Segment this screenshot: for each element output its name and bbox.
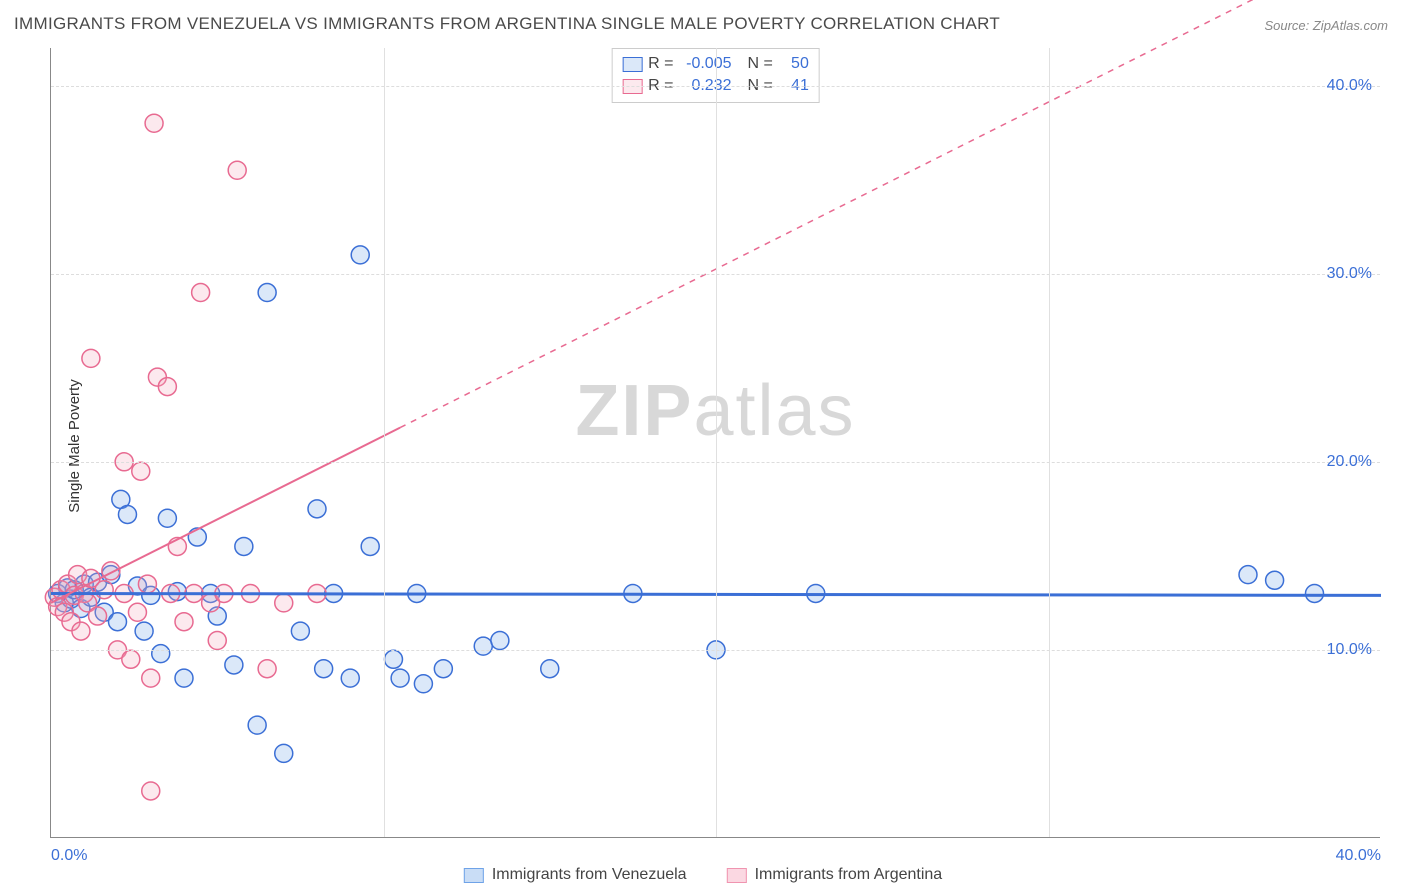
legend-swatch — [727, 868, 747, 883]
scatter-point — [315, 660, 333, 678]
scatter-point — [351, 246, 369, 264]
scatter-point — [291, 622, 309, 640]
scatter-point — [541, 660, 559, 678]
scatter-point — [258, 284, 276, 302]
scatter-point — [82, 349, 100, 367]
source-label: Source: ZipAtlas.com — [1264, 18, 1388, 33]
scatter-point — [175, 669, 193, 687]
stat-n-label: N = — [748, 53, 773, 75]
ytick-label: 10.0% — [1327, 641, 1372, 659]
chart-title: IMMIGRANTS FROM VENEZUELA VS IMMIGRANTS … — [14, 14, 1000, 34]
ytick-label: 40.0% — [1327, 77, 1372, 95]
scatter-point — [95, 581, 113, 599]
scatter-point — [142, 669, 160, 687]
scatter-point — [122, 650, 140, 668]
scatter-point — [128, 603, 146, 621]
xtick-label: 40.0% — [1336, 847, 1381, 865]
scatter-point — [89, 607, 107, 625]
scatter-point — [1266, 571, 1284, 589]
scatter-point — [474, 637, 492, 655]
xtick-label: 0.0% — [51, 847, 87, 865]
scatter-point — [208, 632, 226, 650]
scatter-point — [391, 669, 409, 687]
ytick-label: 20.0% — [1327, 453, 1372, 471]
scatter-point — [248, 716, 266, 734]
gridline-v — [1049, 48, 1050, 837]
gridline-v — [384, 48, 385, 837]
scatter-point — [145, 114, 163, 132]
ytick-label: 30.0% — [1327, 265, 1372, 283]
scatter-point — [258, 660, 276, 678]
scatter-point — [384, 650, 402, 668]
scatter-point — [275, 594, 293, 612]
scatter-point — [341, 669, 359, 687]
legend-swatch — [622, 57, 642, 72]
scatter-point — [158, 509, 176, 527]
scatter-point — [132, 462, 150, 480]
regression-line — [51, 428, 400, 603]
stat-n-value: 50 — [779, 53, 809, 75]
legend-label: Immigrants from Venezuela — [492, 866, 687, 884]
bottom-legend-item: Immigrants from Argentina — [727, 866, 943, 884]
scatter-point — [109, 613, 127, 631]
scatter-point — [491, 632, 509, 650]
scatter-point — [414, 675, 432, 693]
scatter-point — [72, 622, 90, 640]
bottom-legend-item: Immigrants from Venezuela — [464, 866, 687, 884]
plot-area: ZIPatlas R =-0.005N =50R =0.232N =41 10.… — [50, 48, 1380, 838]
scatter-point — [275, 744, 293, 762]
scatter-point — [308, 500, 326, 518]
scatter-point — [434, 660, 452, 678]
scatter-point — [1306, 584, 1324, 602]
scatter-point — [188, 528, 206, 546]
scatter-point — [175, 613, 193, 631]
regression-line-dashed — [400, 0, 1381, 428]
stat-r-value: -0.005 — [680, 53, 732, 75]
scatter-point — [158, 378, 176, 396]
scatter-point — [152, 645, 170, 663]
scatter-point — [135, 622, 153, 640]
scatter-point — [1239, 566, 1257, 584]
legend-label: Immigrants from Argentina — [755, 866, 943, 884]
stat-r-label: R = — [648, 53, 673, 75]
legend-swatch — [464, 868, 484, 883]
bottom-legend: Immigrants from Venezuela Immigrants from… — [464, 866, 942, 884]
scatter-point — [361, 537, 379, 555]
scatter-point — [192, 284, 210, 302]
scatter-point — [118, 505, 136, 523]
scatter-point — [142, 782, 160, 800]
scatter-point — [102, 562, 120, 580]
scatter-point — [225, 656, 243, 674]
scatter-point — [228, 161, 246, 179]
scatter-point — [138, 575, 156, 593]
scatter-point — [235, 537, 253, 555]
gridline-v — [716, 48, 717, 837]
